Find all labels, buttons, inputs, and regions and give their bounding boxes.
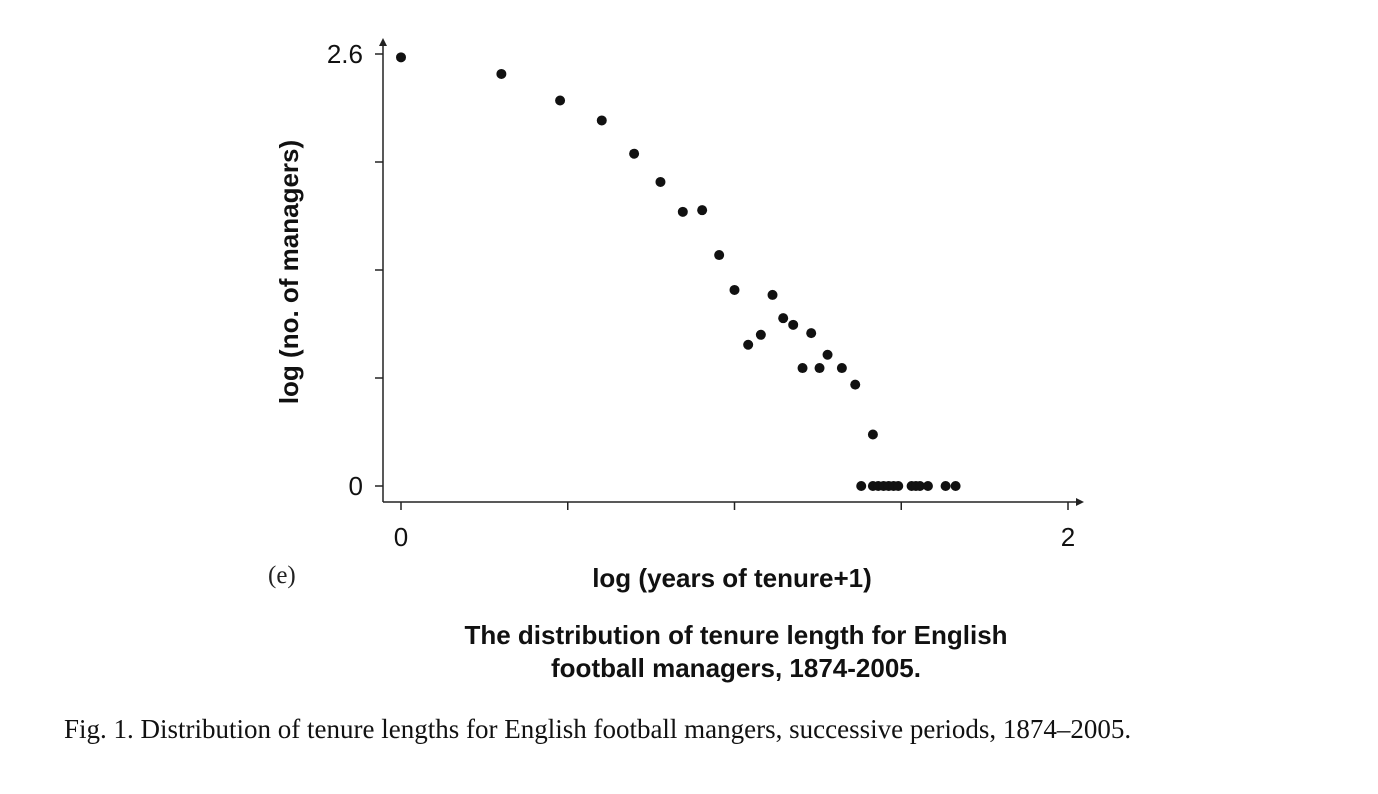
figure-caption: Fig. 1. Distribution of tenure lengths f…: [64, 714, 1132, 744]
data-point: [797, 363, 808, 374]
data-point: [778, 313, 789, 324]
data-point: [629, 148, 640, 159]
x-tick-label: 0: [394, 522, 408, 552]
data-point: [836, 363, 847, 374]
chart-title-line-2: football managers, 1874-2005.: [551, 653, 921, 683]
data-point: [555, 95, 566, 106]
data-point: [655, 176, 666, 187]
data-point: [822, 349, 833, 360]
axes: [379, 38, 1084, 506]
chart-title-line-1: The distribution of tenure length for En…: [464, 620, 1008, 650]
data-point: [814, 363, 825, 374]
x-axis-title: log (years of tenure+1): [592, 563, 872, 593]
y-tick-label: 2.6: [327, 39, 363, 69]
data-point: [788, 319, 799, 330]
data-point: [767, 289, 778, 300]
data-point: [396, 52, 406, 63]
data-point: [856, 481, 867, 491]
y-axis-title: log (no. of managers): [274, 140, 304, 404]
data-point: [677, 206, 688, 217]
tick-labels: 0 2.6 0 2: [327, 39, 1075, 552]
ticks: [375, 53, 1069, 510]
data-point: [950, 481, 961, 491]
data-point: [697, 205, 708, 216]
data-point: [596, 115, 607, 126]
y-axis-arrow: [379, 38, 387, 46]
data-point: [714, 250, 725, 261]
data-point: [893, 481, 904, 491]
data-point: [806, 328, 817, 339]
data-point: [922, 481, 933, 491]
data-point: [755, 329, 766, 340]
data-point: [850, 379, 861, 390]
data-point: [743, 339, 754, 350]
data-point: [729, 284, 740, 295]
data-point: [867, 429, 878, 440]
panel-label: (e): [268, 562, 296, 589]
x-tick-label: 2: [1061, 522, 1075, 552]
scatter-chart: 0 2.6 0 2 log (years of tenure+1) log (no. …: [274, 38, 1084, 593]
data-points: [396, 52, 961, 491]
y-tick-label: 0: [349, 471, 363, 501]
data-point: [914, 481, 925, 491]
data-point: [940, 481, 951, 491]
x-axis-arrow: [1076, 498, 1084, 506]
data-point: [496, 68, 507, 79]
